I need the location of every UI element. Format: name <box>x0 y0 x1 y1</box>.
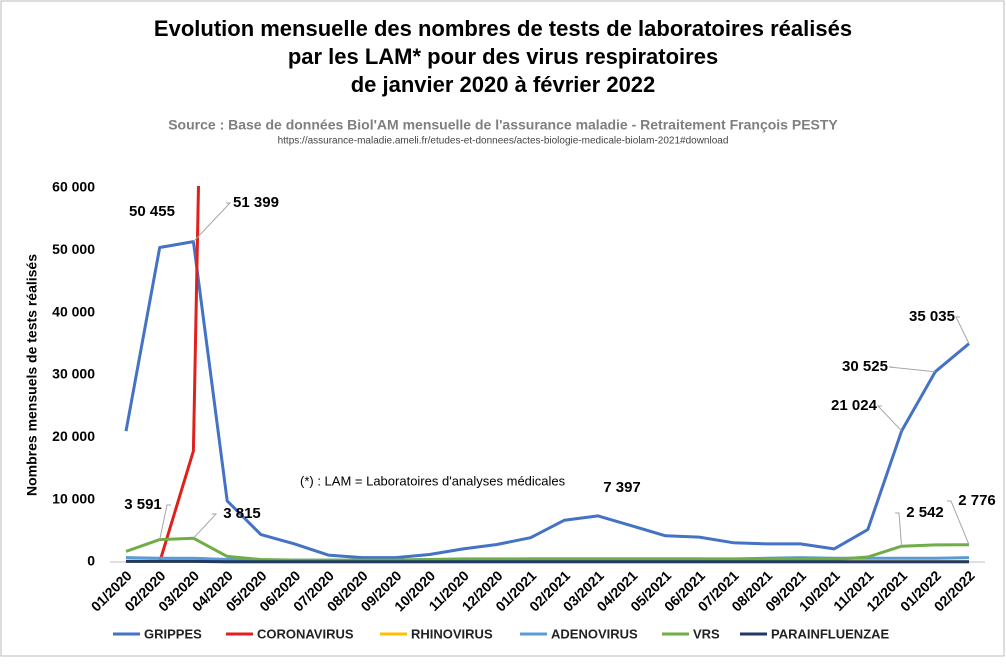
data-label: 30 525 <box>842 358 888 375</box>
legend-label: PARAINFLUENZAE <box>771 626 890 641</box>
data-label: 3 815 <box>223 505 261 522</box>
y-tick-label: 50 000 <box>52 241 95 257</box>
series-line <box>158 186 200 563</box>
series-line <box>124 240 970 560</box>
data-label: 21 024 <box>831 397 878 414</box>
leader-line <box>159 504 171 540</box>
data-label: 2 776 <box>958 492 996 509</box>
leader-line <box>955 316 970 344</box>
legend-label: GRIPPES <box>144 626 202 641</box>
y-tick-label: 20 000 <box>52 428 95 444</box>
legend-label: ADENOVIRUS <box>551 626 638 641</box>
plot-area <box>124 186 970 564</box>
data-label: 35 035 <box>909 308 955 325</box>
legend-label: CORONAVIRUS <box>257 626 354 641</box>
data-label: 3 591 <box>124 496 162 513</box>
annotation: (*) : LAM = Laboratoires d'analyses médi… <box>300 473 566 488</box>
y-tick-label: 30 000 <box>52 366 95 382</box>
title-line: par les LAM* pour des virus respiratoire… <box>288 44 718 69</box>
leader-line <box>876 405 902 432</box>
leader-line <box>895 512 903 547</box>
leader-line <box>193 513 218 539</box>
subtitle: Source : Base de données Biol'AM mensuel… <box>168 117 838 133</box>
data-label: 7 397 <box>603 479 641 496</box>
data-label: 50 455 <box>129 203 175 220</box>
y-axis-label: Nombres mensuels de tests réalisés <box>24 254 40 496</box>
leader-line <box>193 202 232 242</box>
leader-line <box>888 366 936 373</box>
y-tick-label: 10 000 <box>52 490 95 506</box>
y-tick-label: 60 000 <box>52 179 95 195</box>
source-url: https://assurance-maladie.ameli.fr/etude… <box>278 136 729 147</box>
data-label: 51 399 <box>233 194 279 211</box>
legend-label: VRS <box>693 626 720 641</box>
y-tick-label: 0 <box>87 553 95 569</box>
legend-label: RHINOVIRUS <box>411 626 493 641</box>
leader-line <box>947 500 970 545</box>
data-label: 2 542 <box>906 504 944 521</box>
title-line: Evolution mensuelle des nombres de tests… <box>154 16 852 41</box>
title-line: de janvier 2020 à février 2022 <box>351 72 656 97</box>
series-line <box>125 536 970 562</box>
y-tick-label: 40 000 <box>52 303 95 319</box>
